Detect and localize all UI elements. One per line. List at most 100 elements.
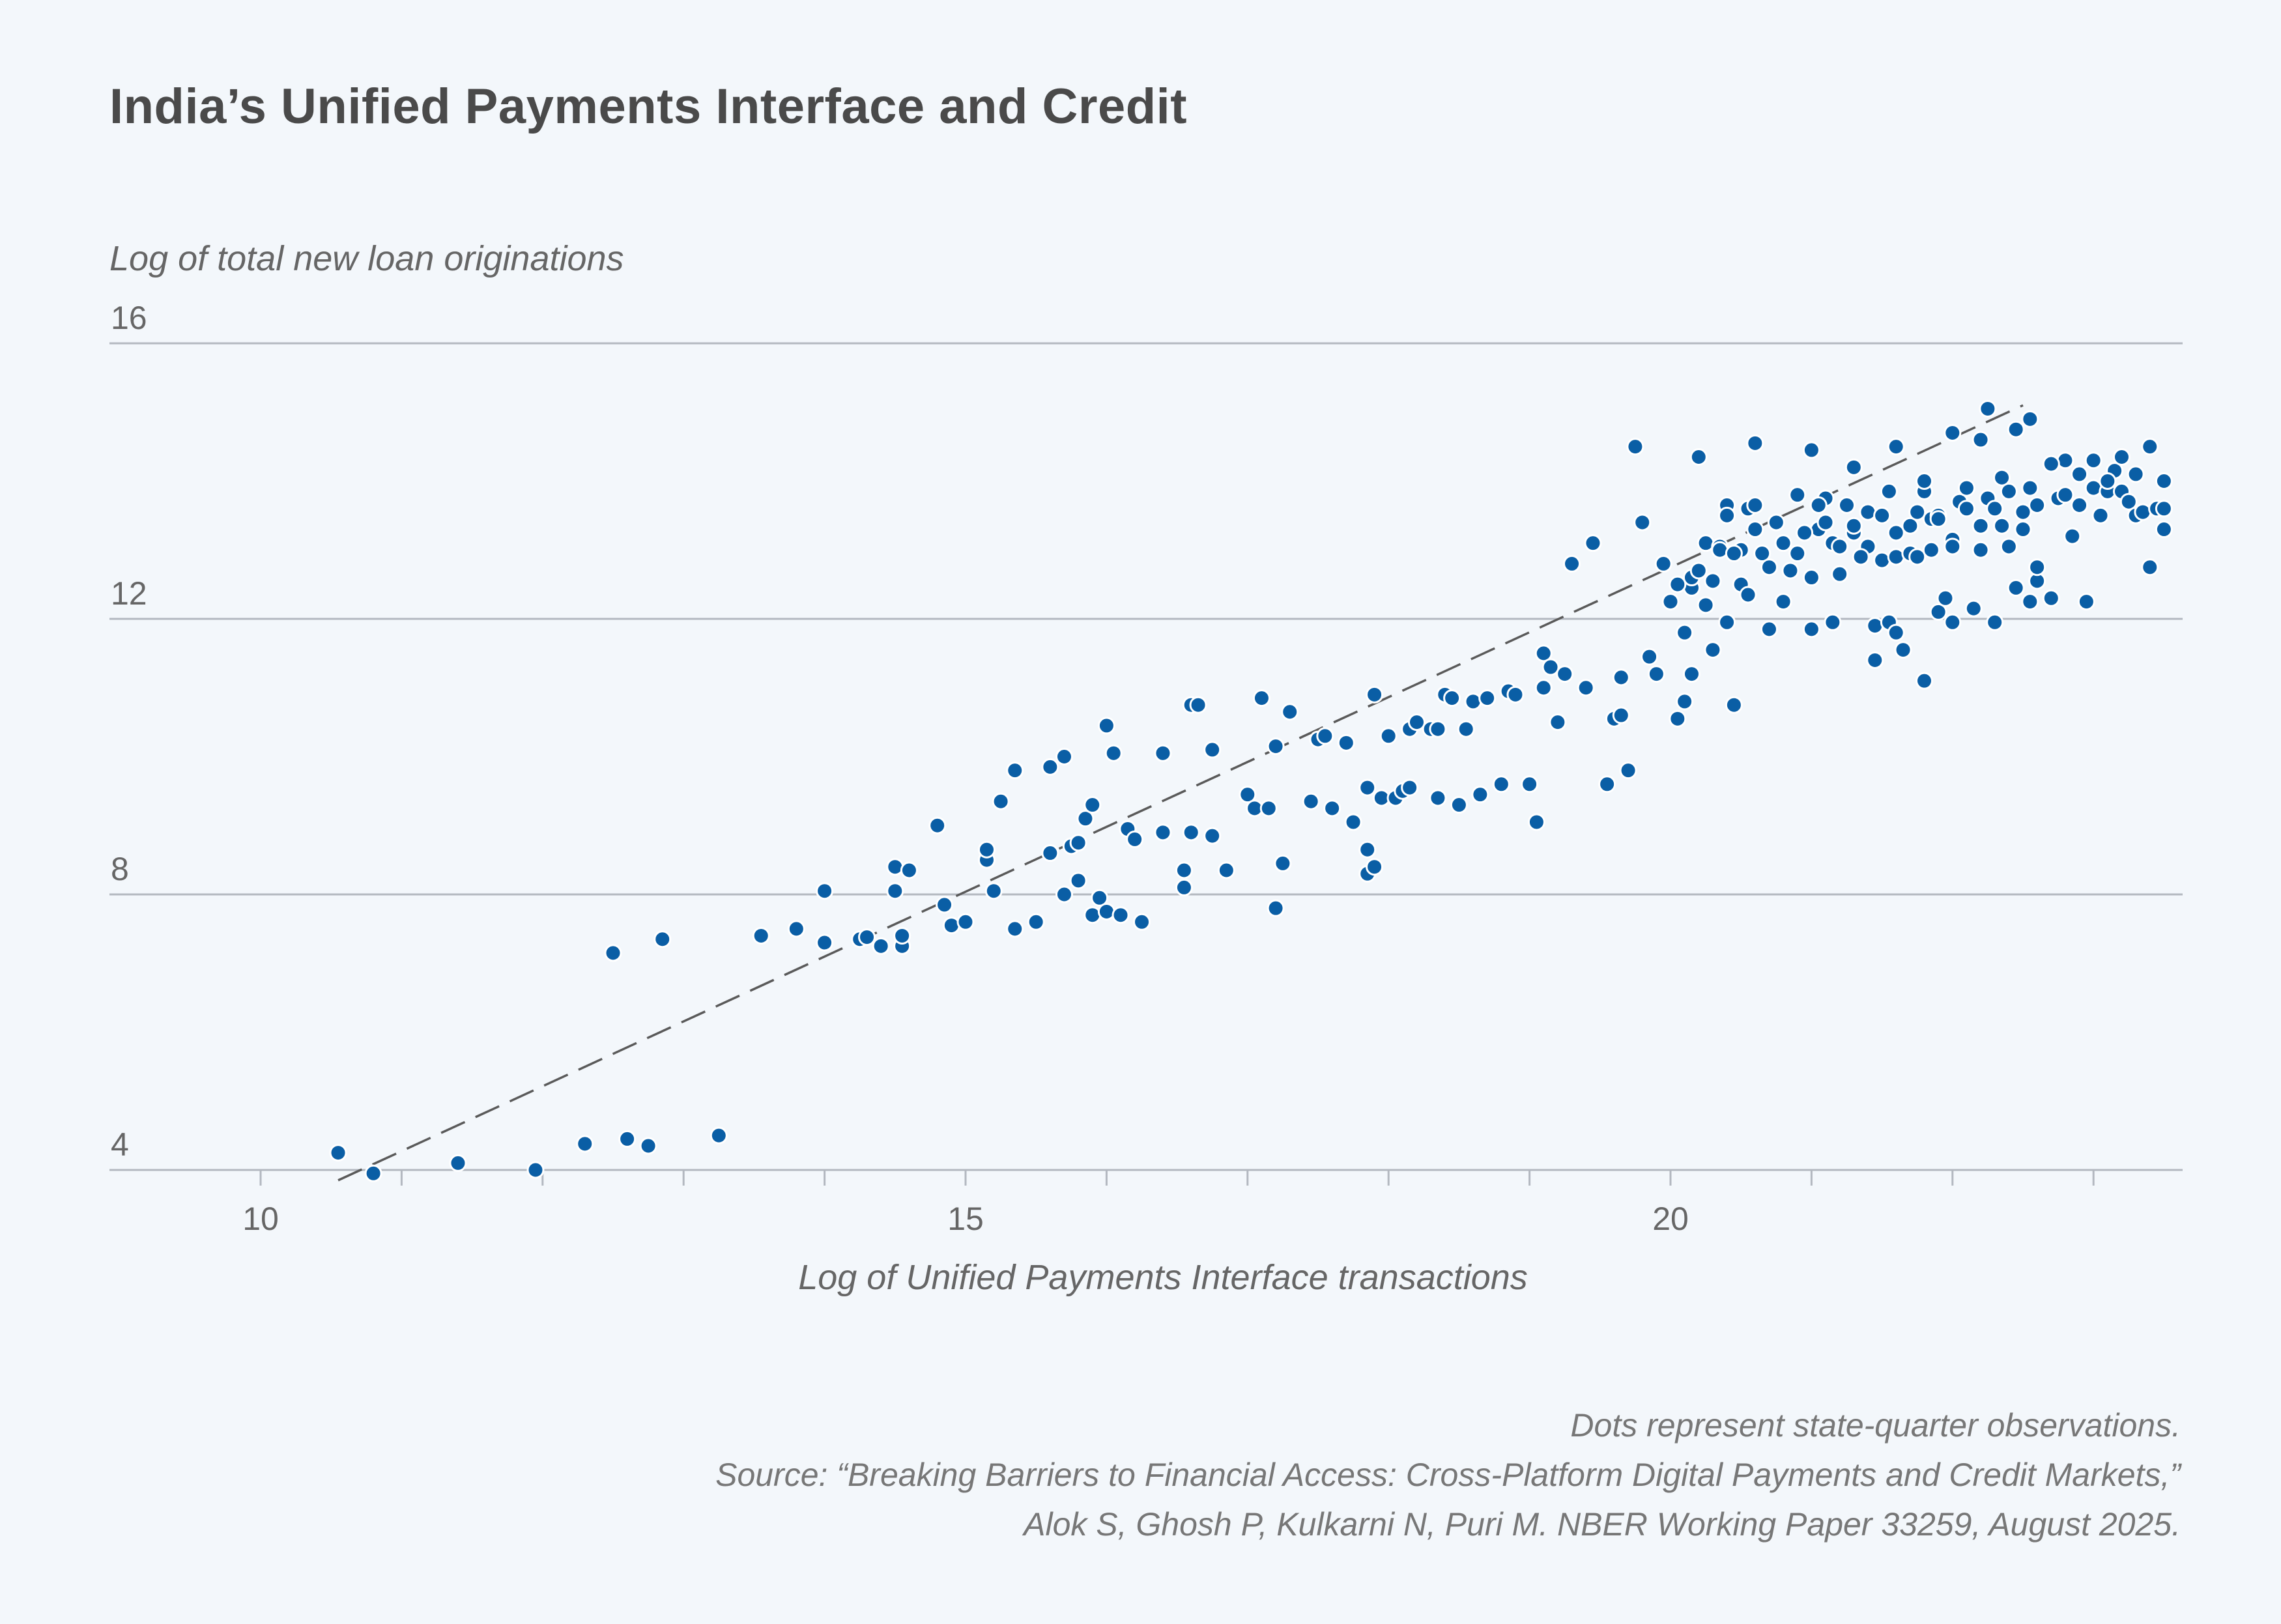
- data-point: [1922, 541, 1940, 559]
- data-point: [1753, 545, 1772, 563]
- data-point: [1993, 468, 2011, 487]
- data-point: [1542, 658, 1560, 676]
- data-point: [956, 913, 975, 931]
- data-point: [2112, 448, 2130, 466]
- y-tick-label-8: 8: [111, 851, 129, 887]
- y-tick-label-4: 4: [111, 1126, 129, 1163]
- data-point: [1076, 810, 1095, 828]
- data-point: [1718, 613, 1736, 631]
- data-point: [2000, 482, 2018, 500]
- data-point: [1796, 524, 1814, 542]
- data-point: [1055, 885, 1073, 904]
- data-point: [2071, 496, 2089, 515]
- data-point: [1083, 906, 1102, 924]
- data-point: [2014, 503, 2032, 521]
- data-point: [1471, 786, 1489, 804]
- data-point: [1175, 861, 1193, 879]
- data-point: [1894, 641, 1912, 659]
- data-point: [787, 920, 805, 938]
- x-axis: 10 15 20: [242, 1170, 2095, 1237]
- data-point: [1873, 506, 1891, 524]
- data-point: [942, 917, 960, 935]
- data-point: [1739, 586, 1757, 604]
- data-point: [1556, 665, 1574, 683]
- chart-title: India’s Unified Payments Interface and C…: [109, 79, 1188, 134]
- data-point: [1802, 620, 1820, 638]
- data-point: [1929, 603, 1947, 621]
- data-point: [1908, 503, 1927, 521]
- data-point: [1676, 692, 1694, 711]
- data-point: [2042, 589, 2060, 607]
- data-point: [526, 1161, 545, 1179]
- data-point: [1104, 744, 1123, 762]
- data-point: [872, 937, 890, 955]
- data-point: [1774, 593, 1792, 611]
- data-point: [2021, 410, 2039, 428]
- data-point: [2091, 506, 2110, 524]
- data-point: [893, 926, 911, 945]
- data-point: [1006, 920, 1024, 938]
- data-point: [2084, 451, 2102, 470]
- data-point: [1027, 913, 1045, 931]
- data-point: [2056, 451, 2074, 470]
- data-point: [1534, 644, 1553, 662]
- data-point: [1760, 558, 1778, 577]
- data-point: [886, 882, 904, 900]
- data-point: [1577, 679, 1595, 697]
- data-point: [1619, 762, 1637, 780]
- data-point: [1521, 775, 1539, 793]
- x-tick-label-15: 15: [947, 1201, 984, 1237]
- data-point: [1746, 496, 1764, 515]
- data-point: [977, 840, 996, 859]
- data-point: [1527, 813, 1545, 831]
- data-point: [1866, 617, 1884, 635]
- data-point: [1612, 668, 1630, 687]
- data-point: [2099, 472, 2117, 490]
- data-point: [1612, 706, 1630, 724]
- data-point: [2014, 520, 2032, 539]
- data-point: [2021, 593, 2039, 611]
- data-point: [1584, 534, 1602, 552]
- data-point: [1154, 744, 1172, 762]
- data-point: [2077, 593, 2095, 611]
- data-point: [1358, 778, 1377, 797]
- data-point: [1697, 596, 1715, 614]
- data-point: [1549, 713, 1567, 732]
- data-point: [1816, 513, 1835, 532]
- data-point: [936, 896, 954, 914]
- data-point: [1689, 448, 1708, 466]
- data-point: [1887, 438, 1905, 456]
- data-point: [992, 792, 1010, 810]
- data-point: [1598, 775, 1616, 793]
- data-point: [1407, 713, 1426, 732]
- data-point: [1006, 762, 1024, 780]
- data-point: [816, 933, 834, 952]
- data-point: [1379, 727, 1398, 745]
- data-point: [1880, 482, 1898, 500]
- data-point: [2071, 465, 2089, 483]
- data-point: [1267, 899, 1285, 917]
- data-point: [1936, 589, 1955, 607]
- y-tick-label-12: 12: [111, 575, 147, 612]
- data-point: [1915, 472, 1934, 490]
- data-point: [1957, 479, 1975, 497]
- footnote-source-line2: Alok S, Ghosh P, Kulkarni N, Puri M. NBE…: [1024, 1506, 2181, 1543]
- data-point: [1788, 545, 1807, 563]
- trendline-group: [337, 404, 2024, 1182]
- data-point: [1337, 734, 1355, 752]
- data-point: [1506, 685, 1525, 704]
- data-point: [1626, 438, 1644, 456]
- data-point: [1443, 689, 1461, 707]
- data-point: [928, 816, 947, 834]
- data-point: [1323, 799, 1341, 818]
- data-point: [1844, 517, 1863, 535]
- data-point: [1704, 641, 1722, 659]
- data-point: [1126, 830, 1144, 848]
- data-point: [1112, 906, 1130, 924]
- data-point: [1429, 789, 1447, 807]
- data-point: [1824, 613, 1842, 631]
- data-point: [1267, 737, 1285, 756]
- data-point: [1083, 796, 1102, 814]
- footnotes: Dots represent state-quarter observation…: [715, 1401, 2181, 1549]
- data-point: [1281, 703, 1299, 721]
